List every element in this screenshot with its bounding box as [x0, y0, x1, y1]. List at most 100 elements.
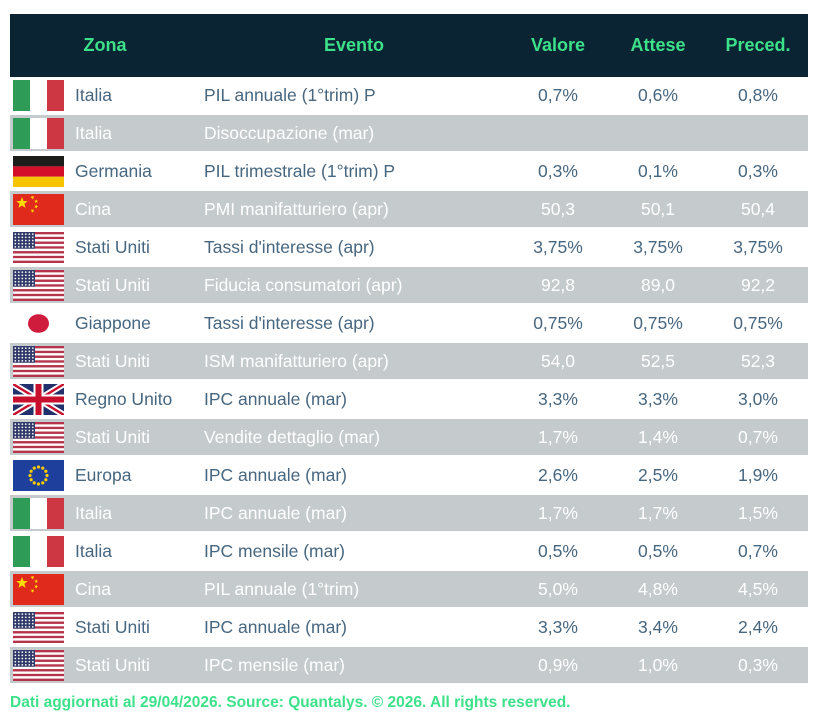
- zone-name: Italia: [75, 540, 112, 561]
- flag-de-icon: [13, 155, 64, 187]
- footer-note: Dati aggiornati al 29/04/2026. Source: Q…: [10, 694, 571, 711]
- table-row: Italia IPC annuale (mar) 1,7% 1,7% 1,5%: [10, 495, 808, 533]
- flag-it-icon: [13, 117, 64, 149]
- previous-cell: 1,5%: [738, 502, 778, 523]
- flag-cell: [10, 269, 65, 301]
- event-name: ISM manifatturiero (apr): [204, 350, 389, 371]
- value-cell: 1,7%: [538, 502, 578, 523]
- value-cell: 2,6%: [538, 464, 578, 485]
- flag-gb-icon: [13, 383, 64, 415]
- expected-cell: 2,5%: [638, 464, 678, 485]
- flag-cell: [10, 117, 65, 149]
- expected-cell: 3,75%: [633, 236, 683, 257]
- zone-name: Stati Uniti: [75, 654, 150, 675]
- zone-name: Cina: [75, 198, 111, 219]
- value-cell: 3,3%: [538, 388, 578, 409]
- zone-name: Stati Uniti: [75, 350, 150, 371]
- event-name: IPC annuale (mar): [204, 502, 347, 523]
- previous-cell: 3,75%: [733, 236, 783, 257]
- previous-cell: 2,4%: [738, 616, 778, 637]
- event-name: PIL annuale (1°trim) P: [204, 84, 376, 105]
- expected-cell: 0,75%: [633, 312, 683, 333]
- zone-name: Italia: [75, 502, 112, 523]
- flag-cell: [10, 307, 65, 339]
- previous-cell: 0,75%: [733, 312, 783, 333]
- expected-cell: 50,1: [640, 198, 676, 219]
- flag-us-icon: [13, 649, 64, 681]
- zone-name: Regno Unito: [75, 388, 173, 409]
- event-name: IPC mensile (mar): [204, 654, 345, 675]
- zone-name: Giappone: [75, 312, 151, 333]
- flag-cell: [10, 193, 65, 225]
- table-row: Europa IPC annuale (mar) 2,6% 2,5% 1,9%: [10, 457, 808, 495]
- table-row: Stati Uniti ISM manifatturiero (apr) 54,…: [10, 343, 808, 381]
- flag-jp-icon: [13, 307, 64, 339]
- value-cell: 5,0%: [538, 578, 578, 599]
- table-row: Stati Uniti Fiducia consumatori (apr) 92…: [10, 267, 808, 305]
- expected-cell: 1,4%: [638, 426, 678, 447]
- economic-calendar-table: Zona Evento Valore Attese Preced. Italia…: [10, 14, 808, 685]
- flag-cell: [10, 535, 65, 567]
- previous-cell: 0,8%: [738, 84, 778, 105]
- flag-cell: [10, 79, 65, 111]
- flag-cell: [10, 649, 65, 681]
- flag-cell: [10, 383, 65, 415]
- table-row: Stati Uniti Vendite dettaglio (mar) 1,7%…: [10, 419, 808, 457]
- column-header-zona: Zona: [83, 35, 127, 55]
- zone-name: Germania: [75, 160, 152, 181]
- zone-name: Europa: [75, 464, 132, 485]
- flag-us-icon: [13, 231, 64, 263]
- expected-cell: 1,0%: [638, 654, 678, 675]
- zone-name: Stati Uniti: [75, 616, 150, 637]
- previous-cell: 0,7%: [738, 540, 778, 561]
- column-header-attese: Attese: [630, 35, 686, 55]
- value-cell: 3,3%: [538, 616, 578, 637]
- flag-it-icon: [13, 79, 64, 111]
- flag-cell: [10, 497, 65, 529]
- flag-cn-icon: [13, 193, 64, 225]
- event-name: Disoccupazione (mar): [204, 122, 375, 143]
- expected-cell: 52,5: [640, 350, 676, 371]
- flag-cn-icon: [13, 573, 64, 605]
- previous-cell: 92,2: [740, 274, 776, 295]
- event-name: IPC annuale (mar): [204, 464, 347, 485]
- table-header: Zona Evento Valore Attese Preced.: [10, 14, 808, 77]
- previous-cell: 0,3%: [738, 160, 778, 181]
- table-row: Stati Uniti IPC mensile (mar) 0,9% 1,0% …: [10, 647, 808, 685]
- expected-cell: 4,8%: [638, 578, 678, 599]
- zone-name: Stati Uniti: [75, 236, 150, 257]
- table-row: Germania PIL trimestrale (1°trim) P 0,3%…: [10, 153, 808, 191]
- table-row: Italia Disoccupazione (mar): [10, 115, 808, 153]
- zone-name: Stati Uniti: [75, 274, 150, 295]
- previous-cell: 1,9%: [738, 464, 778, 485]
- zone-name: Italia: [75, 84, 112, 105]
- value-cell: 0,3%: [538, 160, 578, 181]
- flag-cell: [10, 573, 65, 605]
- expected-cell: 89,0: [640, 274, 676, 295]
- event-name: IPC annuale (mar): [204, 616, 347, 637]
- expected-cell: 1,7%: [638, 502, 678, 523]
- previous-cell: 50,4: [740, 198, 776, 219]
- flag-it-icon: [13, 497, 64, 529]
- event-name: Tassi d'interesse (apr): [204, 236, 375, 257]
- event-name: Vendite dettaglio (mar): [204, 426, 381, 447]
- expected-cell: 3,3%: [638, 388, 678, 409]
- table-row: Stati Uniti IPC annuale (mar) 3,3% 3,4% …: [10, 609, 808, 647]
- column-header-valore: Valore: [530, 35, 586, 55]
- expected-cell: 0,1%: [638, 160, 678, 181]
- value-cell: 0,9%: [538, 654, 578, 675]
- value-cell: 0,75%: [533, 312, 583, 333]
- value-cell: 0,5%: [538, 540, 578, 561]
- value-cell: 1,7%: [538, 426, 578, 447]
- column-header-evento: Evento: [323, 35, 384, 55]
- previous-cell: 4,5%: [738, 578, 778, 599]
- column-header-preced: Preced.: [725, 35, 791, 55]
- table-row: Regno Unito IPC annuale (mar) 3,3% 3,3% …: [10, 381, 808, 419]
- table-row: Cina PMI manifatturiero (apr) 50,3 50,1 …: [10, 191, 808, 229]
- event-name: Tassi d'interesse (apr): [204, 312, 375, 333]
- value-cell: 92,8: [540, 274, 576, 295]
- flag-us-icon: [13, 269, 64, 301]
- value-cell: 54,0: [540, 350, 576, 371]
- event-name: Fiducia consumatori (apr): [204, 274, 403, 295]
